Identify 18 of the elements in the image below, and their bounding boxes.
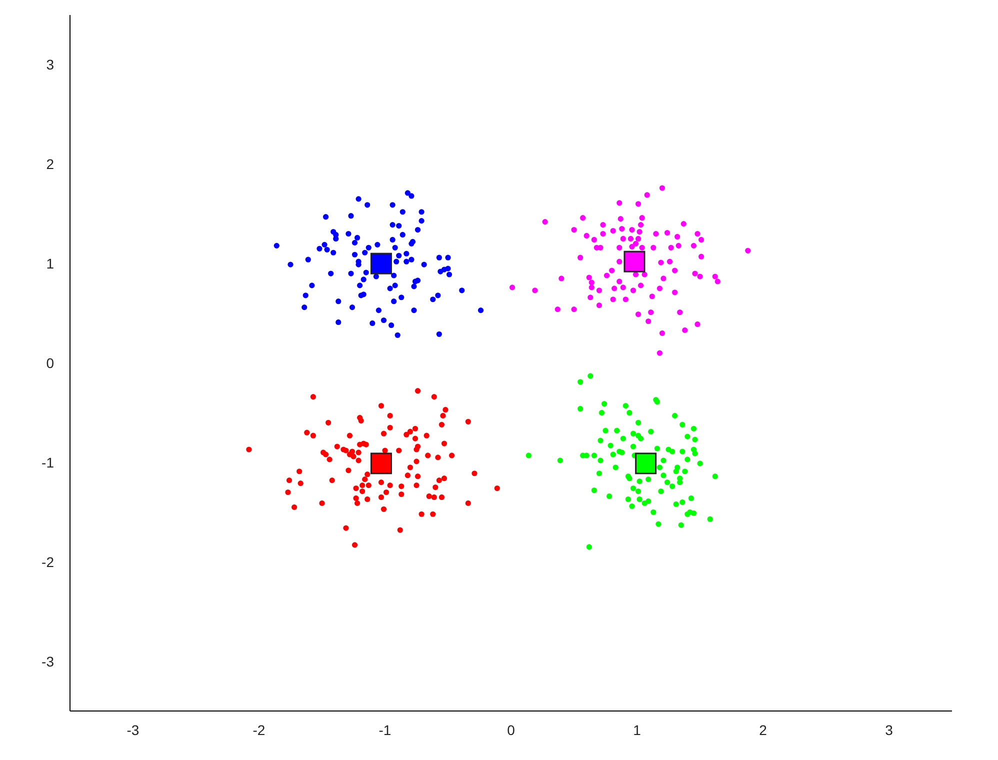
point [624, 250, 646, 272]
y-tick-label: -2 [42, 554, 54, 570]
x-tick-label: 3 [885, 722, 894, 738]
x-tick-label: 1 [633, 722, 642, 738]
y-tick-label: 1 [46, 256, 54, 272]
x-tick-label: -1 [378, 722, 392, 738]
y-tick-label: -3 [42, 653, 54, 670]
y-tick-label: 3 [46, 56, 54, 73]
y-tick-label: -1 [42, 454, 54, 470]
x-tick-label: 0 [507, 722, 516, 738]
x-tick-label: -3 [126, 722, 140, 738]
x-tick-label: -2 [252, 722, 266, 738]
point [370, 252, 392, 274]
y-tick-label: 0 [46, 354, 54, 371]
x-tick-label: 2 [759, 722, 768, 738]
point [635, 452, 657, 474]
y-tick-label: 2 [46, 156, 54, 172]
point [370, 452, 392, 474]
